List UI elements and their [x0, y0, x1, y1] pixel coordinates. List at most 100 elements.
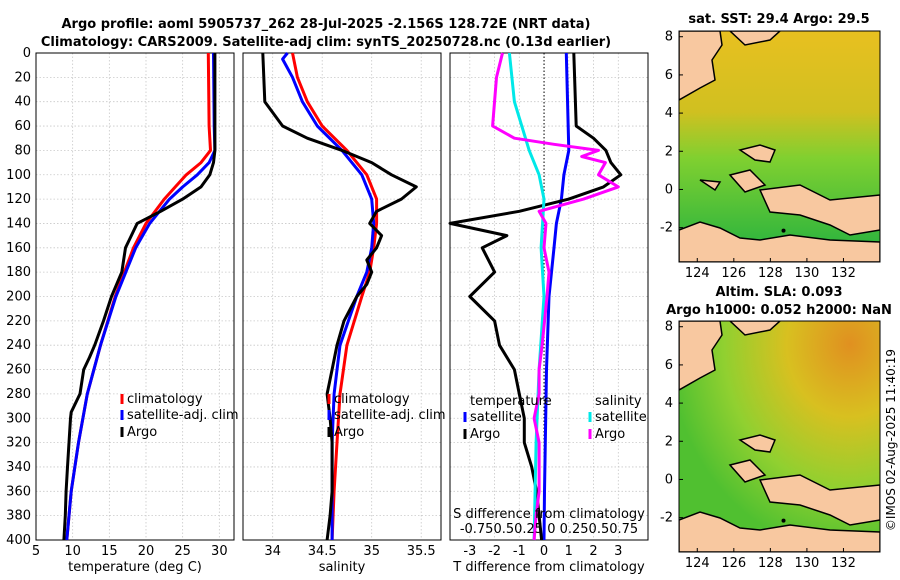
depth-tick-label: 160	[6, 241, 31, 256]
legend-label: Argo	[127, 425, 157, 440]
map-lat-label: -2	[660, 511, 673, 526]
panel-differences: -3 -2 -1 0 1 2 3T difference from climatology t…	[448, 52, 649, 575]
legend-label: climatology	[334, 392, 410, 407]
map-lon-label: 128	[758, 266, 783, 281]
legend-head-temperature: temperature	[470, 394, 552, 409]
temperature-x-tick-label: 5	[32, 544, 40, 559]
s-diff-ticks: -0.750.50.25 0 0.250.50.75	[460, 522, 638, 537]
map-lat-label: 0	[665, 472, 673, 487]
salinity-x-tick-label: 34.5	[308, 544, 337, 559]
depth-tick-label: 120	[6, 192, 31, 207]
depth-tick-label: 320	[6, 436, 31, 451]
argo-position-marker	[781, 518, 786, 523]
depth-tick-label: 200	[6, 290, 31, 305]
differences-x-tick-label: 2	[589, 544, 597, 559]
legend-head-salinity: salinity	[595, 394, 642, 409]
map-lon-label: 128	[758, 556, 783, 571]
map-lon-label: 126	[721, 556, 746, 571]
temperature-grid	[35, 52, 234, 541]
series-s-argo	[491, 52, 620, 541]
map-lon-label: 132	[831, 266, 856, 281]
sla-map: Altim. SLA: 0.093 Argo h1000: 0.052 h200…	[660, 285, 892, 571]
map-axes: 124 126 128 130 132 8 6 4 2 0 -2	[660, 320, 856, 571]
map-lon-label: 130	[794, 556, 819, 571]
salinity-x-tick-label: 35	[363, 544, 380, 559]
salinity-frame	[242, 52, 442, 541]
s-diff-label: S difference from climatology	[453, 507, 645, 522]
sst-map: sat. SST: 29.4 Argo: 29.5 124 126 128 130 13…	[660, 12, 881, 281]
sst-land	[679, 31, 880, 262]
map-lon-label: 124	[685, 556, 710, 571]
differences-x-tick-label: -1	[513, 544, 526, 559]
map-lon-label: 130	[794, 266, 819, 281]
temperature-x-tick-label: 20	[138, 544, 155, 559]
salinity-grid	[243, 52, 441, 541]
panel-temperature: 0 20 40 60 80 100 120 140 160 180 200 220 240 260 280 3…	[6, 46, 238, 575]
watermark: ©IMOS 02-Aug-2025 11:40:19	[884, 349, 898, 531]
legend-label: Argo	[595, 427, 625, 442]
salinity-x-tick-label: 35.5	[407, 544, 436, 559]
panel-salinity: 34 34.5 35 35.5 salinity climatologysatellite…	[242, 52, 446, 575]
argo-position-marker	[781, 228, 786, 233]
map-axes: 124 126 128 130 132 8 6 4 2 0 -2	[660, 30, 856, 281]
title-line-1: Argo profile: aoml 5905737_262 28-Jul-20…	[62, 17, 591, 32]
depth-tick-label: 380	[6, 509, 31, 524]
legend-label: satellite	[470, 410, 522, 425]
legend-label: satellite	[595, 410, 647, 425]
map-lat-label: 2	[665, 144, 673, 159]
series-argo	[261, 52, 418, 541]
map-lat-label: 8	[665, 30, 673, 45]
sla-land	[679, 321, 880, 552]
depth-tick-label: 300	[6, 411, 31, 426]
differences-x-tick-label: -2	[488, 544, 501, 559]
depth-tick-label: 100	[6, 168, 31, 183]
map-lat-label: 2	[665, 434, 673, 449]
differences-x-tick-label: -3	[463, 544, 476, 559]
sla-map-title-1: Altim. SLA: 0.093	[716, 285, 843, 300]
temperature-x-tick-label: 25	[174, 544, 191, 559]
depth-tick-label: 20	[14, 70, 31, 85]
legend-label: Argo	[334, 425, 364, 440]
temperature-x-tick-label: 30	[211, 544, 228, 559]
depth-tick-label: 280	[6, 387, 31, 402]
differences-x-tick-label: 1	[565, 544, 573, 559]
depth-tick-label: 0	[23, 46, 31, 61]
depth-tick-label: 40	[14, 95, 31, 110]
differences-x-tick-label: 0	[540, 544, 548, 559]
map-lat-label: 8	[665, 320, 673, 335]
depth-tick-label: 60	[14, 119, 31, 134]
legend-label: climatology	[127, 392, 203, 407]
legend-label: Argo	[470, 427, 500, 442]
series-t-satellite	[542, 52, 571, 541]
legend-label: satellite-adj. clim	[127, 408, 239, 423]
depth-tick-label: 340	[6, 460, 31, 475]
map-lat-label: -2	[660, 221, 673, 236]
series-climatology	[291, 52, 379, 541]
depth-tick-label: 260	[6, 363, 31, 378]
map-lat-label: 4	[665, 396, 673, 411]
salinity-x-label: salinity	[319, 560, 366, 575]
series-argo	[62, 53, 217, 541]
differences-x-label: T difference from climatology	[452, 560, 645, 575]
depth-tick-label: 80	[14, 143, 31, 158]
temperature-x-tick-label: 15	[101, 544, 118, 559]
map-lat-label: 4	[665, 106, 673, 121]
map-lat-label: 0	[665, 182, 673, 197]
temperature-frame	[35, 52, 235, 541]
series-t-argo	[448, 52, 623, 541]
map-lon-label: 124	[685, 266, 710, 281]
legend-label: satellite-adj. clim	[334, 408, 446, 423]
sst-map-title: sat. SST: 29.4 Argo: 29.5	[688, 12, 869, 27]
map-lat-label: 6	[665, 358, 673, 373]
depth-tick-label: 220	[6, 314, 31, 329]
map-lon-label: 132	[831, 556, 856, 571]
depth-tick-label: 180	[6, 265, 31, 280]
depth-tick-label: 400	[6, 533, 31, 548]
temperature-x-label: temperature (deg C)	[68, 560, 202, 575]
map-lon-label: 126	[721, 266, 746, 281]
depth-tick-label: 360	[6, 484, 31, 499]
temperature-x-tick-label: 10	[64, 544, 81, 559]
series-satellite-adj-clim	[281, 52, 376, 540]
profile-panels: 0204060801001201401601802002202402602803…	[6, 46, 649, 575]
